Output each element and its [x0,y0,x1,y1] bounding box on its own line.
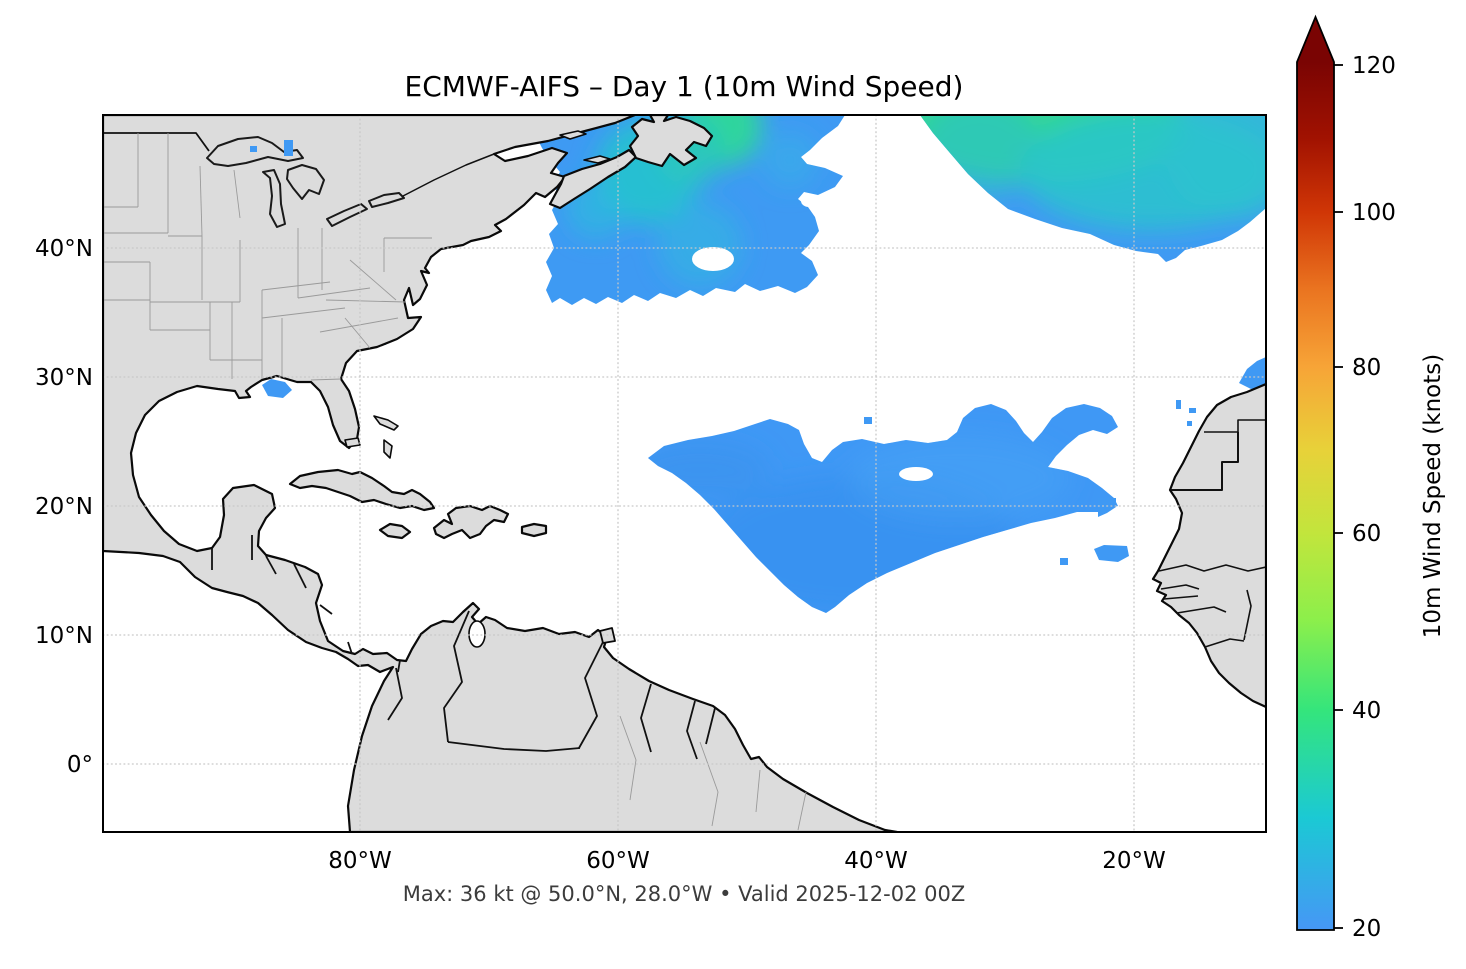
wind-hole [692,247,734,271]
island-nova-scotia [548,148,638,210]
border-colombia-venezuela [443,610,470,743]
colorbar-gradient [1297,62,1334,930]
africa-borders [1158,419,1266,648]
lake-erie [326,203,368,227]
lat-tick-label: 20°N [35,494,93,520]
colorbar: 120 100 80 60 40 20 10m Wind Speed (knot… [1296,14,1446,942]
border-us-canada [103,132,210,152]
island-bahamas [373,415,399,431]
island-bahamas [344,437,361,448]
colorbar-ticks [1334,64,1343,929]
map-frame [102,114,1267,833]
wind-patch-minor-inland [250,140,293,156]
colorbar-axis-label: 10m Wind Speed (knots) [1420,354,1446,638]
land-americas [103,115,899,832]
lake-huron [286,164,325,200]
figure-caption: Max: 36 kt @ 50.0°N, 28.0°W • Valid 2025… [403,882,966,906]
state-borders [103,133,432,381]
island-anticosti [559,130,587,140]
wind-hole [899,467,933,481]
brazil-internal-borders [619,715,807,831]
lat-tick-label: 0° [67,752,93,778]
colorbar-outline [1296,14,1335,931]
wind-patch-minor-offshore [262,334,1266,565]
gridlines [103,115,1266,832]
map-plot: 40°N 30°N 20°N 10°N 0° 80°W 60°W 40°W 20… [35,114,1267,906]
colorbar-tick-label: 80 [1352,355,1381,381]
lake-maracaibo [468,620,486,648]
lat-tick-label: 30°N [35,365,93,391]
island-cuba [288,468,436,512]
colorbar-tick-label: 40 [1352,698,1381,724]
colorbar-tick-label: 60 [1352,521,1381,547]
lat-tick-label: 10°N [35,623,93,649]
lon-tick-label: 60°W [586,848,650,874]
country-borders [103,132,716,760]
lon-axis-labels: 80°W 60°W 40°W 20°W [328,848,1166,874]
colorbar-tick-label: 120 [1352,53,1396,79]
island-puerto-rico [520,522,548,538]
wind-hole [801,195,817,207]
island-hispaniola [432,504,510,540]
island-jamaica [378,522,412,540]
lake-michigan [262,169,286,228]
lat-axis-labels: 40°N 30°N 20°N 10°N 0° [35,236,93,778]
island-bahamas [383,439,393,459]
islands [288,115,714,644]
colorbar-tick-label: 100 [1352,200,1396,226]
land-africa [1151,382,1266,709]
colorbar-extend-arrow [1297,17,1334,62]
island-newfoundland [628,115,714,168]
lon-tick-label: 20°W [1102,848,1166,874]
colorbar-tick-labels: 120 100 80 60 40 20 [1352,53,1396,942]
lon-tick-label: 80°W [328,848,392,874]
island-prince-edward [583,155,611,164]
lon-tick-label: 40°W [844,848,908,874]
figure-title: ECMWF-AIFS – Day 1 (10m Wind Speed) [405,70,964,103]
lat-tick-label: 40°N [35,236,93,262]
border-venezuela-guyana [578,641,604,749]
border-st-lawrence [402,153,495,197]
colorbar-tick-label: 20 [1352,916,1381,942]
lake-ontario [368,192,405,208]
